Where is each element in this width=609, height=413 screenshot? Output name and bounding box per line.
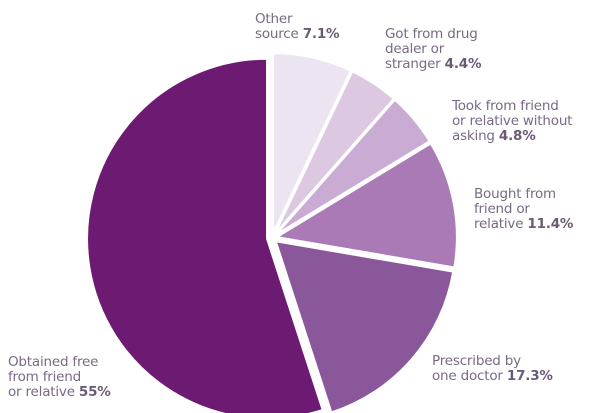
label-took-without-asking: Took from friend or relative without ask…	[452, 99, 572, 144]
slice-other-source	[272, 52, 353, 234]
label-line: stranger	[385, 56, 441, 72]
label-line: from friend	[8, 369, 81, 385]
slice-drug-dealer	[273, 70, 396, 235]
label-drug-dealer: Got from drug dealer or stranger 4.4%	[385, 27, 481, 72]
value-label: 4.4%	[444, 56, 482, 72]
label-line: source	[255, 26, 299, 42]
label-line: Bought from	[474, 186, 557, 202]
label-line: one doctor	[432, 368, 503, 384]
slice-bought-from-friend	[274, 142, 458, 269]
slice-obtained-free	[86, 57, 324, 413]
label-line: Got from drug	[385, 26, 478, 42]
label-bought-from-friend: Bought from friend or relative 11.4%	[474, 187, 573, 232]
value-label: 4.8%	[498, 128, 536, 144]
label-prescribed: Prescribed by one doctor 17.3%	[432, 354, 553, 384]
label-line: dealer or	[385, 41, 445, 57]
label-line: Prescribed by	[432, 353, 521, 369]
label-line: Obtained free	[8, 354, 99, 370]
label-line: friend or	[474, 201, 530, 217]
label-line: or relative without	[452, 113, 573, 129]
label-line: relative	[474, 216, 524, 232]
label-other-source: Other source 7.1%	[255, 11, 340, 42]
label-line: Other	[255, 11, 293, 27]
label-line: asking	[452, 128, 495, 144]
label-line: or relative	[8, 384, 75, 400]
value-label: 17.3%	[506, 368, 553, 384]
value-label: 55%	[78, 384, 111, 400]
value-label: 11.4%	[527, 216, 574, 232]
slice-prescribed	[274, 240, 455, 413]
value-label: 7.1%	[302, 26, 340, 42]
label-line: Took from friend	[452, 98, 559, 114]
pie-slices	[86, 52, 458, 413]
label-obtained-free: Obtained free from friend or relative 55…	[8, 355, 111, 400]
slice-took-without-asking	[275, 98, 431, 236]
